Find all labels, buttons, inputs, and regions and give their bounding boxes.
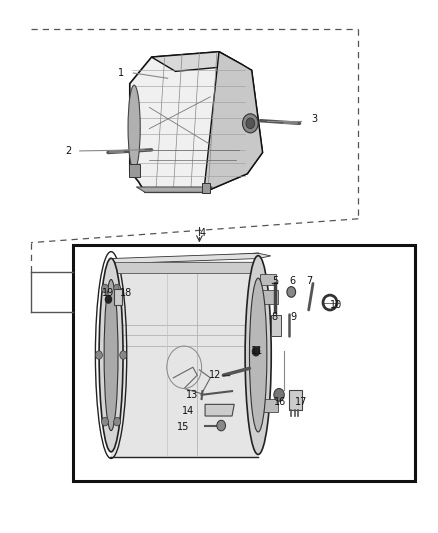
Circle shape bbox=[95, 351, 102, 359]
Polygon shape bbox=[136, 187, 212, 192]
Text: 16: 16 bbox=[274, 397, 286, 407]
Text: 19: 19 bbox=[102, 288, 114, 298]
Bar bbox=[201, 183, 210, 193]
Ellipse shape bbox=[128, 85, 140, 170]
Bar bbox=[111, 261, 258, 457]
Text: 11: 11 bbox=[251, 346, 263, 357]
Circle shape bbox=[120, 351, 127, 359]
Circle shape bbox=[243, 114, 258, 133]
Polygon shape bbox=[111, 253, 271, 264]
Ellipse shape bbox=[104, 279, 118, 431]
Bar bbox=[115, 262, 254, 273]
Circle shape bbox=[114, 417, 120, 426]
Circle shape bbox=[287, 287, 296, 297]
Circle shape bbox=[246, 118, 254, 128]
Polygon shape bbox=[205, 405, 234, 416]
Circle shape bbox=[102, 284, 109, 293]
Bar bbox=[129, 164, 140, 177]
Circle shape bbox=[252, 346, 260, 356]
Text: 15: 15 bbox=[177, 422, 190, 432]
Bar bbox=[73, 245, 415, 481]
Text: 6: 6 bbox=[289, 276, 295, 286]
Ellipse shape bbox=[99, 259, 123, 452]
Circle shape bbox=[106, 296, 112, 303]
Bar bbox=[114, 289, 121, 305]
Circle shape bbox=[114, 284, 120, 293]
Text: 5: 5 bbox=[272, 276, 279, 286]
Text: 8: 8 bbox=[272, 312, 278, 322]
Text: 7: 7 bbox=[307, 276, 313, 286]
Circle shape bbox=[274, 389, 284, 401]
Text: 18: 18 bbox=[120, 288, 132, 298]
Text: 2: 2 bbox=[66, 146, 72, 156]
Text: 14: 14 bbox=[181, 406, 194, 416]
Circle shape bbox=[102, 417, 109, 426]
Text: 4: 4 bbox=[199, 228, 205, 238]
Text: 3: 3 bbox=[312, 114, 318, 124]
Text: 10: 10 bbox=[329, 300, 342, 310]
Bar bbox=[271, 316, 281, 336]
Bar bbox=[260, 290, 278, 304]
Polygon shape bbox=[204, 52, 262, 192]
Bar bbox=[289, 390, 302, 410]
Polygon shape bbox=[152, 52, 243, 71]
Bar bbox=[260, 399, 278, 413]
Ellipse shape bbox=[245, 256, 271, 455]
Text: 12: 12 bbox=[208, 370, 221, 380]
Text: 1: 1 bbox=[118, 68, 124, 78]
Bar bbox=[260, 274, 276, 285]
Text: 13: 13 bbox=[186, 390, 198, 400]
Ellipse shape bbox=[250, 278, 267, 432]
Polygon shape bbox=[130, 52, 262, 192]
Text: 17: 17 bbox=[295, 397, 307, 407]
Circle shape bbox=[217, 420, 226, 431]
Text: 9: 9 bbox=[290, 312, 296, 322]
